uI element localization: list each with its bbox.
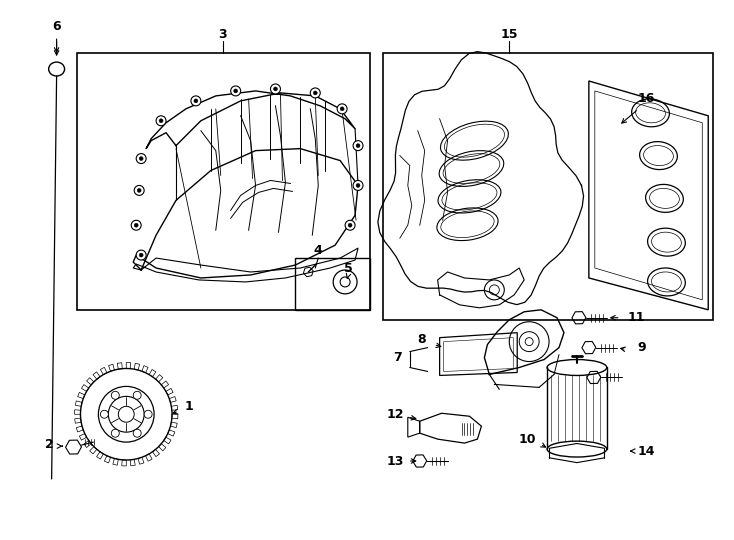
Circle shape bbox=[131, 220, 141, 230]
Circle shape bbox=[139, 253, 143, 257]
Text: 12: 12 bbox=[386, 408, 404, 421]
Circle shape bbox=[348, 223, 352, 227]
Circle shape bbox=[133, 429, 141, 437]
Circle shape bbox=[194, 99, 198, 103]
Circle shape bbox=[139, 157, 143, 160]
Text: 8: 8 bbox=[418, 333, 426, 346]
Circle shape bbox=[191, 96, 201, 106]
Circle shape bbox=[271, 84, 280, 94]
Text: 16: 16 bbox=[638, 92, 655, 105]
Circle shape bbox=[274, 87, 277, 91]
Circle shape bbox=[156, 116, 166, 126]
Circle shape bbox=[112, 392, 120, 399]
Circle shape bbox=[101, 410, 109, 418]
Text: 7: 7 bbox=[393, 351, 402, 364]
Circle shape bbox=[340, 107, 344, 111]
Circle shape bbox=[233, 89, 238, 93]
Text: 4: 4 bbox=[314, 244, 323, 256]
Circle shape bbox=[345, 220, 355, 230]
Circle shape bbox=[310, 88, 320, 98]
Circle shape bbox=[356, 184, 360, 187]
Text: 10: 10 bbox=[518, 433, 536, 446]
Bar bbox=[76, 53, 370, 310]
Circle shape bbox=[313, 91, 317, 95]
Text: 9: 9 bbox=[637, 341, 646, 354]
Bar bbox=[383, 53, 713, 320]
Bar bbox=[295, 258, 370, 310]
Circle shape bbox=[137, 153, 146, 164]
Text: 14: 14 bbox=[638, 444, 655, 457]
Circle shape bbox=[353, 140, 363, 151]
Text: 2: 2 bbox=[46, 437, 54, 450]
Circle shape bbox=[134, 185, 144, 195]
Circle shape bbox=[137, 188, 141, 192]
Text: 11: 11 bbox=[628, 311, 645, 324]
Circle shape bbox=[134, 223, 138, 227]
Circle shape bbox=[112, 429, 120, 437]
Circle shape bbox=[353, 180, 363, 191]
Text: 6: 6 bbox=[52, 20, 61, 33]
Circle shape bbox=[356, 144, 360, 147]
Circle shape bbox=[159, 119, 163, 123]
Text: 1: 1 bbox=[184, 400, 193, 413]
Circle shape bbox=[230, 86, 241, 96]
Circle shape bbox=[133, 392, 141, 399]
Text: 15: 15 bbox=[501, 28, 518, 40]
Text: 3: 3 bbox=[219, 28, 227, 40]
Text: 5: 5 bbox=[344, 261, 352, 274]
Text: 13: 13 bbox=[386, 455, 404, 468]
Circle shape bbox=[337, 104, 347, 114]
Circle shape bbox=[137, 250, 146, 260]
Circle shape bbox=[144, 410, 152, 418]
